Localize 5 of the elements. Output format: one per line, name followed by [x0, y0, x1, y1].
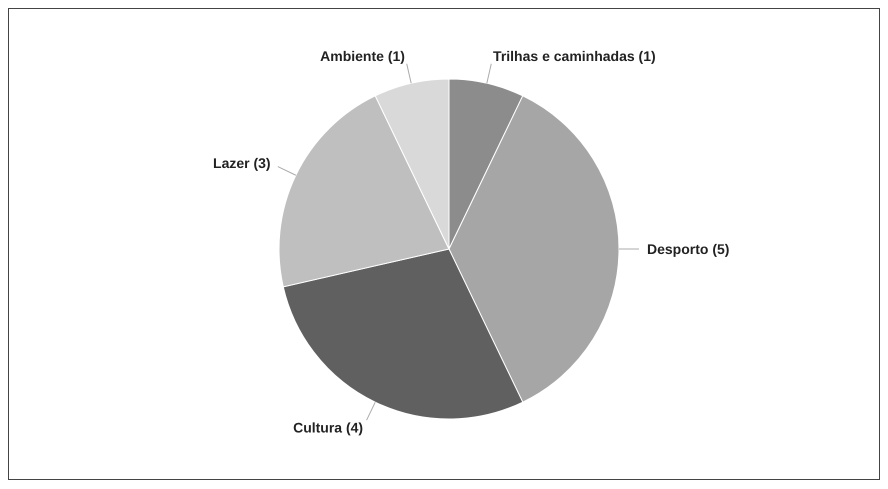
slice-label: Desporto (5) — [647, 241, 730, 257]
slice-label: Lazer (3) — [213, 155, 271, 172]
slice-label: Ambiente (1) — [320, 48, 405, 64]
slice-label: Trilhas e caminhadas (1) — [493, 48, 656, 64]
slice-label: Cultura (4) — [293, 419, 364, 436]
